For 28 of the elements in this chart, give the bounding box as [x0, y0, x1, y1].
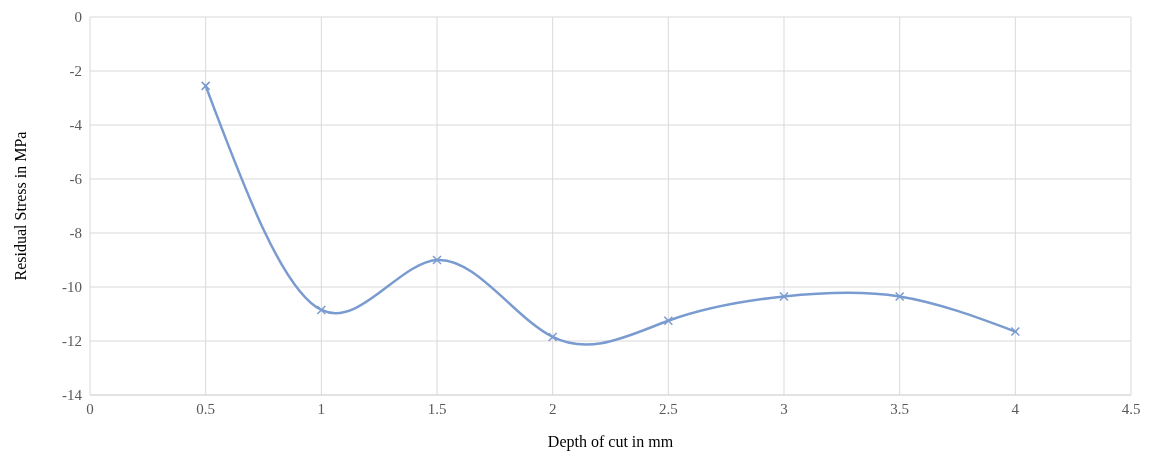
y-tick-label: -8 [69, 225, 82, 242]
y-axis-title: Residual Stress in MPa [11, 131, 29, 281]
x-tick-label: 4 [1011, 400, 1020, 417]
x-tick-label: 2 [548, 400, 557, 417]
x-tick-label: 1.5 [427, 400, 447, 417]
x-axis-title: Depth of cut in mm [547, 433, 674, 451]
point [663, 316, 674, 326]
point [200, 81, 211, 91]
point [316, 305, 327, 315]
x-tick-label: 0.5 [196, 400, 216, 417]
point [779, 291, 789, 302]
x-tick-label: 0 [86, 400, 94, 417]
point [1010, 326, 1021, 337]
x-tick-label: 2.5 [658, 400, 678, 417]
x-tick-label: 1 [317, 400, 326, 417]
x-tick-label: 3.5 [890, 400, 910, 417]
x-tick-label: 4.5 [1121, 400, 1141, 417]
y-tick-label: -2 [69, 63, 82, 80]
y-tick-label: 0 [74, 9, 82, 26]
y-tick-label: -4 [69, 117, 83, 134]
x-tick-label: 3 [780, 400, 788, 417]
y-tick-label: -14 [62, 387, 83, 404]
y-tick-label: -10 [62, 279, 82, 296]
point [894, 291, 905, 302]
y-tick-label: -12 [62, 333, 82, 350]
y-tick-label: -6 [69, 171, 83, 188]
point [432, 255, 442, 265]
point [547, 332, 558, 342]
